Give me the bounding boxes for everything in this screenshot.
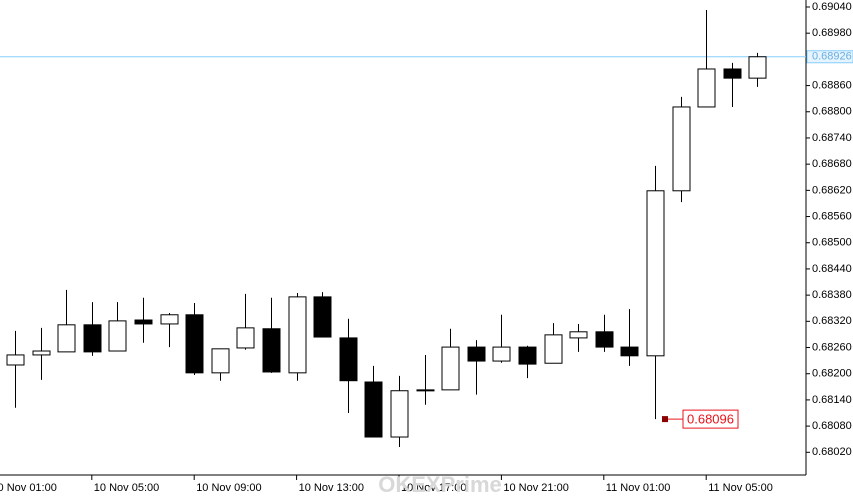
candle-body [748,56,767,79]
y-tick-label: 0.68740 [812,132,852,144]
y-tick-label: 0.68980 [812,27,852,39]
candle-body [492,346,511,362]
low-marker-box [682,409,739,429]
x-tick-label: 10 Nov 09:00 [196,482,261,494]
x-tick-label: 11 Nov 01:00 [606,482,671,494]
y-tick-label: 0.68800 [812,106,852,118]
y-tick-label: 0.68440 [812,263,852,275]
candle-body [390,390,409,438]
y-tick-label: 0.68200 [812,368,852,380]
candle-body [416,389,435,392]
candle-body [569,331,588,339]
candle-body [108,320,127,352]
low-marker-label: 0.68096 [687,412,734,427]
y-tick-label: 0.68320 [812,315,852,327]
candle-body [83,324,102,353]
candle-body [441,346,460,391]
x-tick-label: 11 Nov 05:00 [708,482,773,494]
candle-body [697,68,716,108]
candle-body [211,348,230,374]
candle-body [6,354,25,366]
y-tick-label: 0.68080 [812,420,852,432]
y-tick-label: 0.68260 [812,341,852,353]
x-tick-label: 10 Nov 21:00 [503,482,568,494]
candle-body [160,314,179,325]
price-label: 0.68926 [812,51,852,63]
x-tick-label: 10 Nov 17:00 [401,482,466,494]
y-tick-label: 0.68680 [812,158,852,170]
candle-body [672,106,691,192]
candle-body [134,319,153,325]
y-tick-label: 0.68560 [812,210,852,222]
candle-body [518,346,537,365]
low-marker-dot [662,416,668,423]
candle-body [723,68,742,79]
candle-body [313,296,332,338]
y-tick-label: 0.68140 [812,394,852,406]
x-tick-label: 10 Nov 13:00 [299,482,364,494]
y-tick-label: 0.68380 [812,289,852,301]
candle-body [595,331,614,348]
price-label-box [806,50,853,64]
candle-body [262,328,281,373]
watermark: OKEXPrime [378,472,502,497]
candle-body [339,337,358,382]
candle-body [185,314,204,374]
candle-body [57,324,76,353]
candle-body [364,381,383,438]
y-tick-label: 0.68500 [812,237,852,249]
candle-body [620,346,639,357]
candle-body [288,296,307,374]
candle-body [544,334,563,364]
candle-body [467,346,486,362]
candle-body [646,190,665,357]
y-tick-label: 0.68860 [812,79,852,91]
y-tick-label: 0.69040 [812,1,852,13]
x-tick-label: 10 Nov 01:00 [0,482,57,494]
y-tick-label: 0.68620 [812,184,852,196]
candle-body [32,350,51,356]
y-tick-label: 0.68020 [812,446,852,458]
x-tick-label: 10 Nov 05:00 [94,482,159,494]
candle-body [236,327,255,349]
